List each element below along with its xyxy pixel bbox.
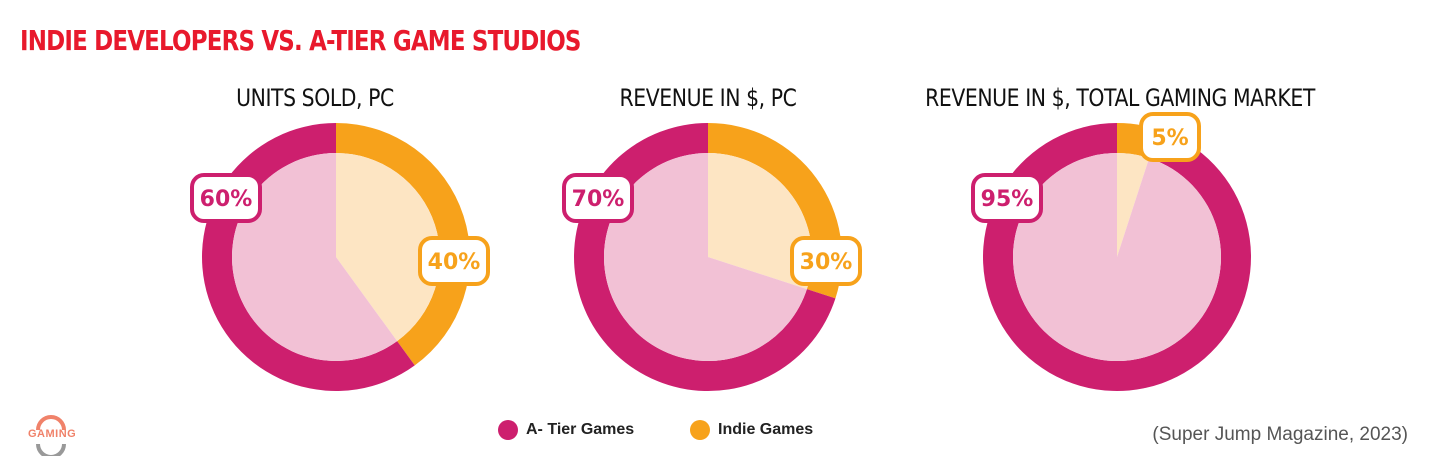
pie-chart-revenue-pc: 70% 30% bbox=[562, 123, 862, 391]
value-label-a-tier: 95% bbox=[971, 173, 1043, 223]
value-label-indie-text: 5% bbox=[1151, 126, 1188, 151]
legend-item-a-tier: A- Tier Games bbox=[498, 420, 634, 440]
pie-slice-indie bbox=[336, 153, 441, 342]
value-label-indie: 5% bbox=[1139, 112, 1201, 162]
pie-slice-a-tier bbox=[603, 153, 807, 361]
value-label-a-tier: 60% bbox=[190, 173, 262, 223]
value-label-indie-text: 40% bbox=[428, 250, 481, 275]
chart-title-units-sold: UNITS SOLD, PC bbox=[236, 84, 394, 112]
legend-swatch-a-tier bbox=[498, 420, 518, 440]
legend-label-indie: Indie Games bbox=[718, 421, 814, 438]
main-title: INDIE DEVELOPERS VS. A-TIER GAME STUDIOS bbox=[20, 24, 581, 57]
value-label-a-tier: 70% bbox=[562, 173, 634, 223]
value-label-a-tier-text: 60% bbox=[200, 187, 253, 212]
value-label-a-tier-text: 70% bbox=[572, 187, 625, 212]
source-note: (Super Jump Magazine, 2023) bbox=[1152, 424, 1408, 445]
logo-text: GAMING bbox=[28, 428, 77, 440]
gaming-logo-icon bbox=[36, 415, 66, 456]
pie-slice-a-tier bbox=[1013, 153, 1222, 362]
pie-slice-indie bbox=[708, 153, 812, 290]
chart-title-revenue-total: REVENUE IN $, TOTAL GAMING MARKET bbox=[925, 84, 1315, 112]
legend-swatch-indie bbox=[690, 420, 710, 440]
value-label-indie-text: 30% bbox=[800, 250, 853, 275]
pie-chart-revenue-total: 95% 5% bbox=[971, 112, 1251, 392]
value-label-indie: 30% bbox=[790, 236, 862, 286]
value-label-a-tier-text: 95% bbox=[981, 187, 1034, 212]
legend-item-indie: Indie Games bbox=[690, 420, 813, 440]
pie-chart-units-sold: 60% 40% bbox=[190, 123, 490, 391]
ring-slice-indie bbox=[336, 123, 470, 366]
value-label-indie: 40% bbox=[418, 236, 490, 286]
legend-label-a-tier: A- Tier Games bbox=[526, 421, 635, 438]
pie-slice-a-tier bbox=[232, 153, 398, 361]
pie-slice-indie bbox=[1117, 153, 1150, 257]
chart-title-revenue-pc: REVENUE IN $, PC bbox=[619, 84, 797, 112]
